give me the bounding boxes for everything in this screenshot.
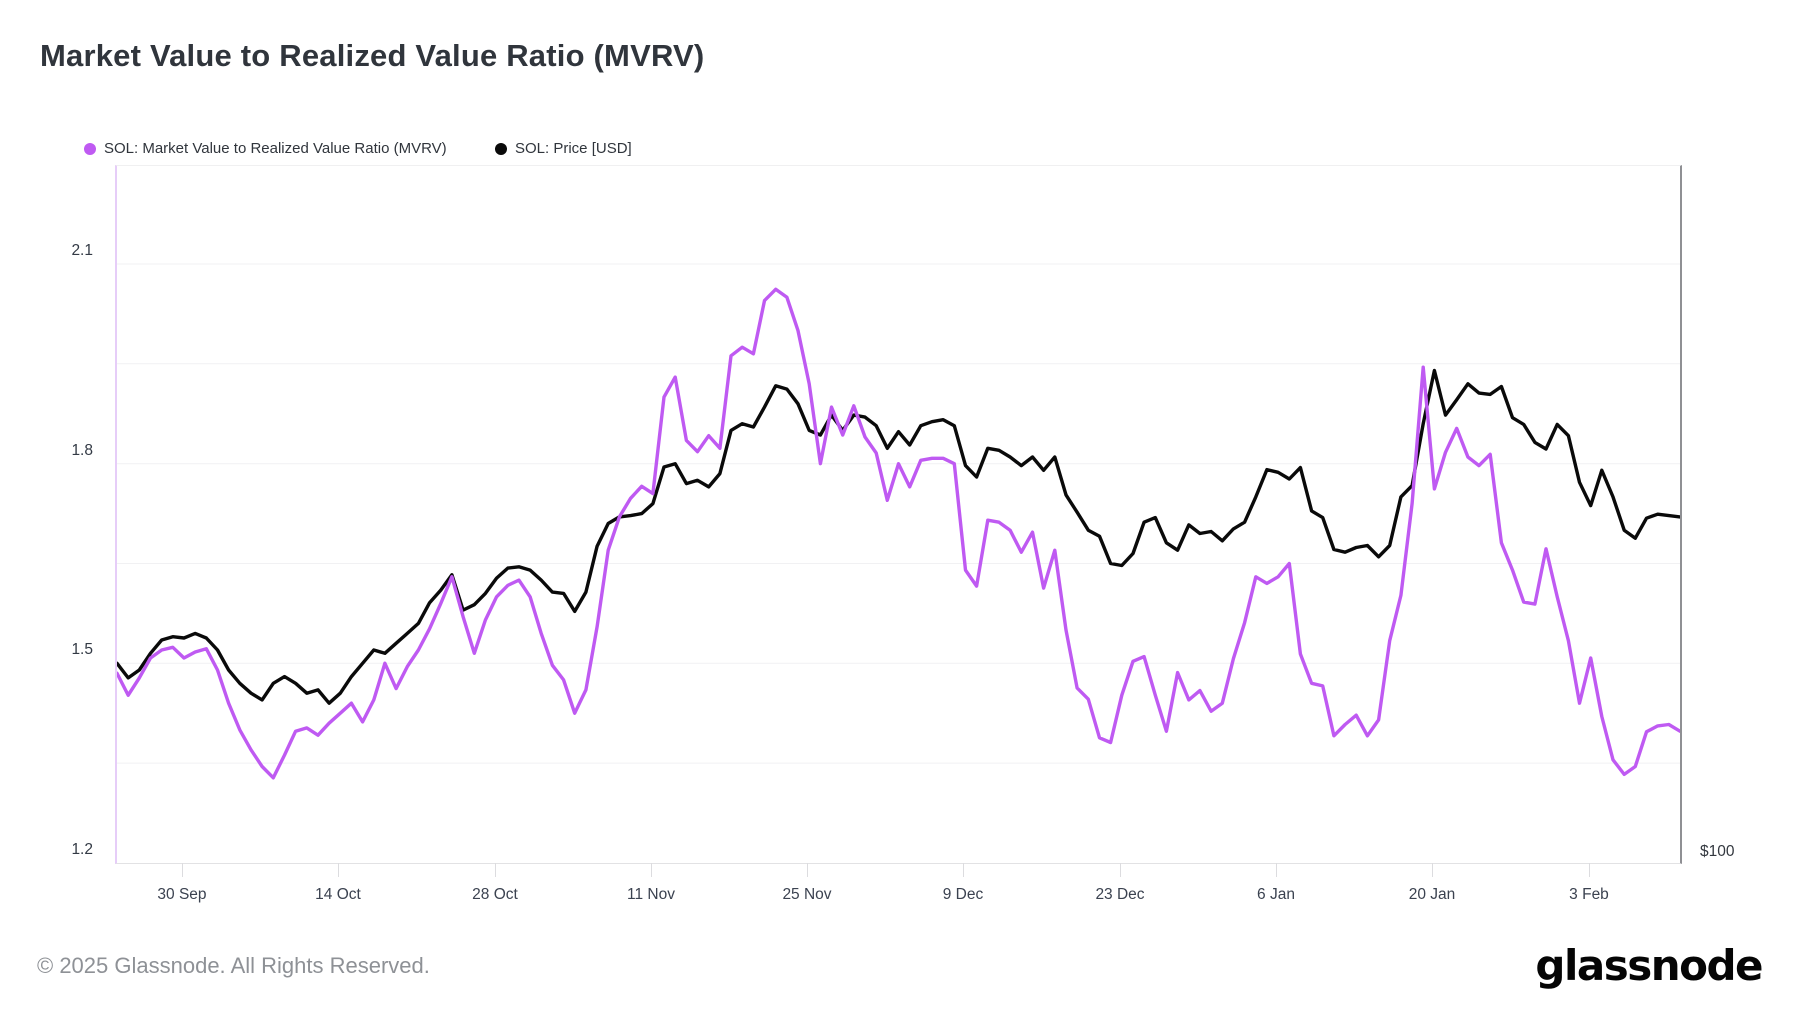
x-axis-label: 14 Oct xyxy=(315,886,361,903)
x-axis-tick xyxy=(1276,863,1277,877)
x-axis-tick xyxy=(1120,863,1121,877)
plot-area[interactable] xyxy=(115,165,1682,864)
x-axis-tick xyxy=(1432,863,1433,877)
page-title: Market Value to Realized Value Ratio (MV… xyxy=(40,38,705,73)
mvrv-series-color-dot-icon xyxy=(84,142,96,155)
x-axis-label: 9 Dec xyxy=(942,886,984,903)
glassnode-logo: glassnode xyxy=(1535,941,1763,990)
x-axis-tick xyxy=(495,863,496,877)
copyright-text: © 2025 Glassnode. All Rights Reserved. xyxy=(37,953,430,978)
x-axis-tick xyxy=(1589,863,1590,877)
x-axis-tick xyxy=(651,863,652,877)
price-series-color-dot-icon xyxy=(495,142,507,155)
x-axis-label: 30 Sep xyxy=(157,886,207,903)
x-axis-tick xyxy=(338,863,339,877)
x-axis-tick xyxy=(182,863,183,877)
x-axis-label: 25 Nov xyxy=(782,886,832,903)
x-axis-tick xyxy=(963,863,964,877)
right-axis-price-label: $100 xyxy=(1700,843,1735,860)
y-axis-label: 2.1 xyxy=(71,242,93,259)
x-axis-label: 20 Jan xyxy=(1408,886,1456,903)
x-axis-label: 11 Nov xyxy=(627,886,675,903)
x-axis-label: 28 Oct xyxy=(472,886,518,903)
legend-item-mvrv[interactable]: SOL: Market Value to Realized Value Rati… xyxy=(84,140,447,157)
legend-item-price[interactable]: SOL: Price [USD] xyxy=(495,140,632,157)
price-line[interactable] xyxy=(117,368,1680,705)
mvrv-line[interactable] xyxy=(117,287,1680,780)
y-axis-label: 1.5 xyxy=(71,641,93,659)
x-axis-label: 6 Jan xyxy=(1257,886,1295,903)
x-axis-label: 3 Feb xyxy=(1569,886,1609,903)
x-axis-label: 23 Dec xyxy=(1095,886,1145,903)
y-axis-label: 1.2 xyxy=(71,840,93,858)
chart-canvas xyxy=(117,263,1680,780)
y-axis-label: 1.8 xyxy=(71,441,93,459)
legend-label-price: SOL: Price [USD] xyxy=(515,140,632,157)
x-axis-tick xyxy=(807,863,808,877)
legend-label-mvrv: SOL: Market Value to Realized Value Rati… xyxy=(104,140,447,157)
